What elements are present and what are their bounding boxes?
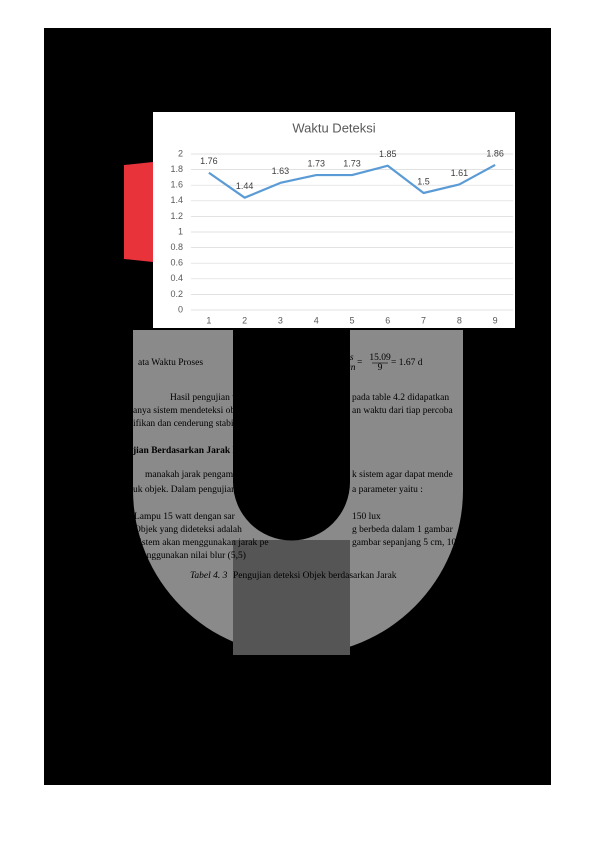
text-line: Hasil pengujian waktu [170, 393, 256, 403]
data-label: 1.5 [417, 176, 430, 186]
text-line: manakah jarak pengam [145, 470, 234, 480]
data-label: 1.44 [236, 181, 254, 191]
body-text: ata Waktu Prosessesujian=15.099= 1.67 dH… [132, 353, 480, 581]
text-line: a parameter yaitu : [352, 485, 423, 495]
text-line: 150 lux [352, 512, 381, 522]
text-line: g berbeda dalam 1 gambar [352, 525, 454, 535]
text-line: Lampu 15 watt dengan sar [134, 512, 236, 522]
text-line: gambar sepanjang 5 cm, 10 cm, 1 [352, 538, 480, 548]
data-label: 1.76 [200, 156, 218, 166]
y-tick-label: 1.6 [170, 180, 183, 190]
y-tick-label: 1.8 [170, 164, 183, 174]
text-line: jian Berdasarkan Jarak P [132, 446, 238, 456]
y-tick-label: 2 [178, 148, 183, 158]
text-line: an waktu dari tiap percoba [352, 406, 454, 416]
x-tick-label: 4 [314, 315, 319, 325]
data-label: 1.73 [307, 158, 325, 168]
data-line [208, 163, 496, 199]
red-shape [124, 162, 153, 262]
chart-box [153, 112, 515, 328]
data-label: 1.61 [451, 168, 469, 178]
u-strip [233, 540, 350, 655]
text-line: Pengujian deteksi Objek berdasarkan Jara… [233, 571, 397, 581]
text-line: ata Waktu Proses [138, 358, 203, 368]
text-line: = 1.67 d [391, 358, 423, 368]
text-line: 15.09 [369, 353, 391, 363]
text-line: 9 [378, 363, 383, 373]
y-tick-label: 0.8 [170, 242, 183, 252]
y-tick-label: 1.4 [170, 195, 183, 205]
y-tick-label: 0.4 [170, 273, 183, 283]
chart-title: Waktu Deteksi [292, 120, 375, 135]
data-label: 1.85 [379, 149, 397, 159]
x-tick-label: 3 [278, 315, 283, 325]
x-tick-label: 8 [457, 315, 462, 325]
text-line: Menggunakan nilai blur (5,5) [134, 550, 246, 561]
y-tick-label: 0.2 [170, 289, 183, 299]
x-tick-label: 9 [493, 315, 498, 325]
x-tick-label: 1 [206, 315, 211, 325]
data-label: 1.73 [343, 158, 361, 168]
x-tick-label: 6 [385, 315, 390, 325]
y-tick-label: 0.6 [170, 258, 183, 268]
data-label: 1.86 [486, 148, 504, 158]
text-line: Objek yang dideteksi adalah [134, 525, 242, 535]
y-tick-label: 1 [178, 226, 183, 236]
text-line: = [357, 358, 362, 368]
text-line: Sistem akan menggunakan jarak pe [134, 538, 269, 548]
text-line: anya sistem mendeteksi ob [133, 406, 235, 416]
text-line: ifikan dan cenderung stabil. [133, 418, 239, 429]
x-tick-label: 2 [242, 315, 247, 325]
x-tick-label: 5 [349, 315, 354, 325]
u-slot [233, 330, 351, 541]
y-tick-label: 0 [178, 304, 183, 314]
data-label: 1.63 [272, 166, 290, 176]
text-line: pada table 4.2 didapatkan [352, 393, 449, 403]
text-line: uk objek. Dalam pengujian [133, 485, 236, 495]
text-line: k sistem agar dapat mende [352, 470, 453, 480]
text-line: Tabel 4. 3 [190, 571, 228, 581]
y-tick-label: 1.2 [170, 211, 183, 221]
x-tick-label: 7 [421, 315, 426, 325]
